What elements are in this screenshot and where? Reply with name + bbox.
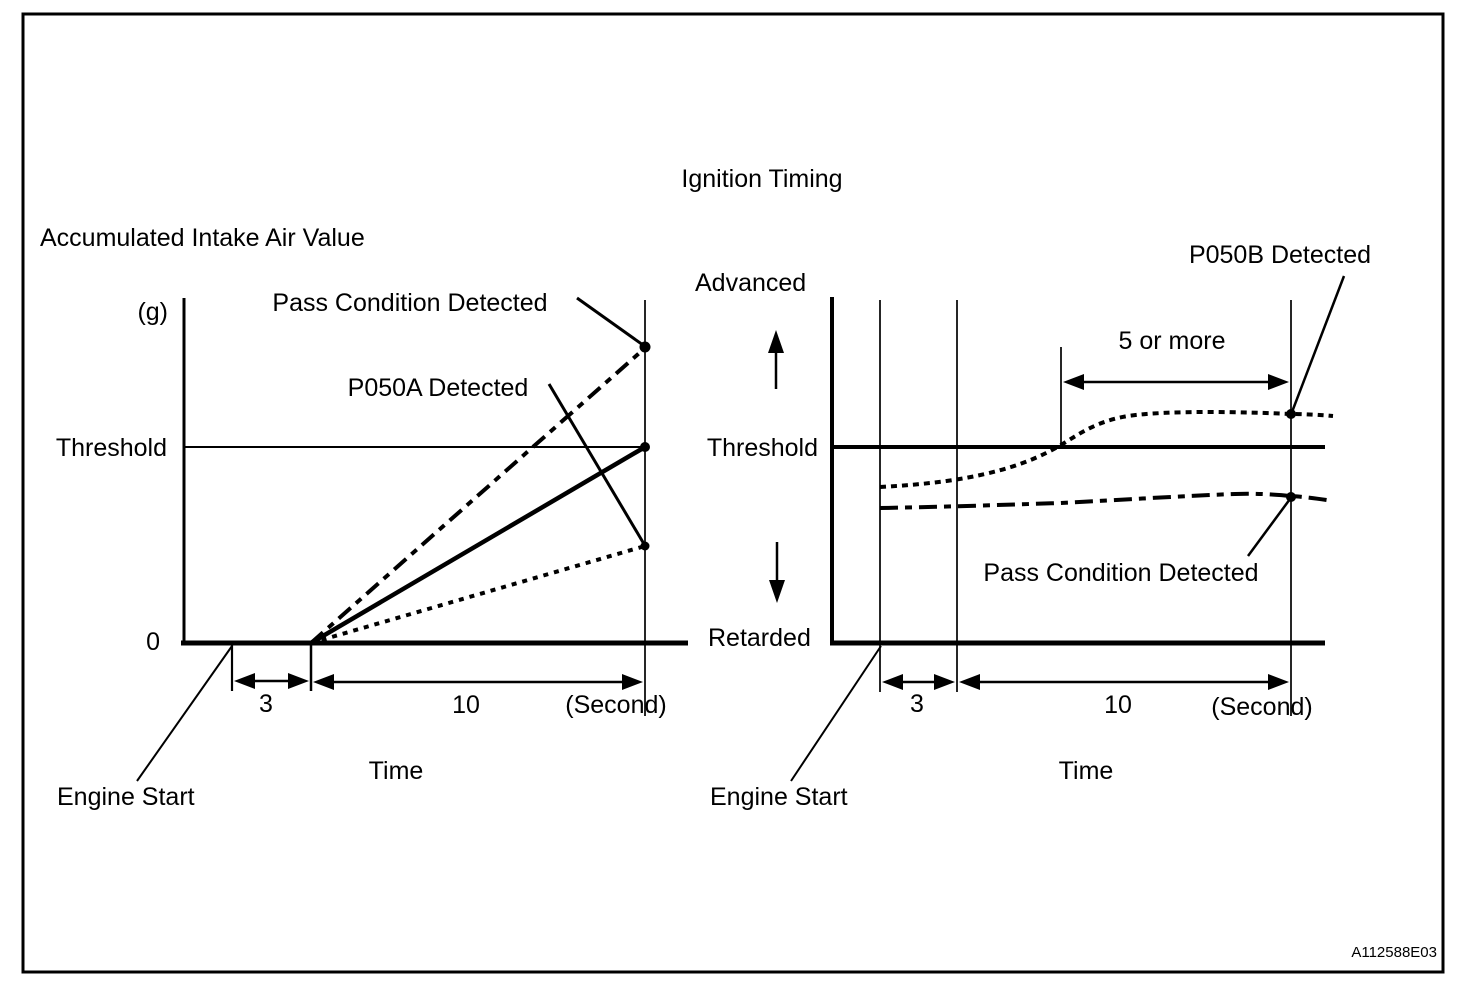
left-10s-arrowhead-right-icon bbox=[622, 674, 643, 690]
five-or-more-arrow bbox=[1063, 374, 1289, 390]
right-pass-condition-label: Pass Condition Detected bbox=[983, 559, 1258, 587]
left-pass-condition-leader bbox=[576, 296, 644, 347]
up-arrowhead-icon bbox=[768, 330, 784, 353]
right-engine-start-label: Engine Start bbox=[710, 783, 848, 811]
left-chart-title: Accumulated Intake Air Value bbox=[40, 224, 365, 252]
right-chart: Ignition Timing P050B Detected Advanced … bbox=[681, 165, 1371, 811]
right-threshold-label: Threshold bbox=[707, 434, 818, 462]
left-3s-label: 3 bbox=[259, 690, 273, 718]
left-3s-arrowhead-left-icon bbox=[234, 673, 255, 689]
left-time-axis-label: Time bbox=[369, 757, 424, 785]
retarded-arrow bbox=[769, 542, 785, 603]
left-chart: Accumulated Intake Air Value (g) Thresho… bbox=[40, 224, 688, 811]
right-10s-arrowhead-left-icon bbox=[959, 674, 980, 690]
down-arrowhead-icon bbox=[769, 580, 785, 603]
left-boundary-line bbox=[309, 445, 647, 645]
right-pass-condition-leader bbox=[1246, 498, 1292, 557]
p050b-dot bbox=[1286, 409, 1296, 419]
left-p050a-line bbox=[310, 544, 646, 645]
left-y-unit-label: (g) bbox=[137, 298, 168, 326]
right-second-unit-label: (Second) bbox=[1211, 693, 1312, 721]
right-3s-arrowhead-left-icon bbox=[882, 674, 903, 690]
left-engine-start-label: Engine Start bbox=[57, 783, 195, 811]
left-origin-label: 0 bbox=[146, 628, 160, 656]
p050b-curve bbox=[879, 410, 1334, 489]
left-second-unit-label: (Second) bbox=[565, 691, 666, 719]
right-3s-arrow bbox=[882, 674, 955, 690]
advanced-arrow bbox=[768, 330, 784, 389]
right-time-axis-label: Time bbox=[1059, 757, 1114, 785]
five-or-more-label: 5 or more bbox=[1119, 327, 1226, 355]
right-10s-arrowhead-right-icon bbox=[1268, 674, 1289, 690]
left-boundary-dot bbox=[640, 442, 650, 452]
advanced-label: Advanced bbox=[695, 269, 806, 297]
right-10s-arrow bbox=[959, 674, 1289, 690]
right-3s-arrowhead-right-icon bbox=[934, 674, 955, 690]
p050b-label: P050B Detected bbox=[1189, 241, 1371, 269]
left-10s-label: 10 bbox=[452, 691, 480, 719]
left-pass-condition-label: Pass Condition Detected bbox=[272, 289, 547, 317]
five-arrowhead-left-icon bbox=[1063, 374, 1084, 390]
retarded-label: Retarded bbox=[708, 624, 811, 652]
figure-border bbox=[21, 12, 1445, 974]
left-pass-condition-line bbox=[309, 346, 647, 645]
right-10s-label: 10 bbox=[1104, 691, 1132, 719]
left-p050a-leader bbox=[547, 383, 646, 545]
right-engine-start-leader bbox=[790, 645, 882, 782]
five-arrowhead-right-icon bbox=[1268, 374, 1289, 390]
left-10s-arrow bbox=[313, 674, 643, 690]
left-threshold-label: Threshold bbox=[56, 434, 167, 462]
left-p050a-label: P050A Detected bbox=[348, 374, 529, 402]
left-10s-arrowhead-left-icon bbox=[313, 674, 334, 690]
left-3s-arrow bbox=[234, 673, 309, 689]
left-3s-arrowhead-right-icon bbox=[288, 673, 309, 689]
figure-code: A112588E03 bbox=[1351, 944, 1437, 961]
left-engine-start-leader bbox=[136, 645, 233, 782]
right-chart-title: Ignition Timing bbox=[681, 165, 842, 193]
p050b-leader bbox=[1290, 275, 1346, 413]
right-3s-label: 3 bbox=[910, 690, 924, 718]
